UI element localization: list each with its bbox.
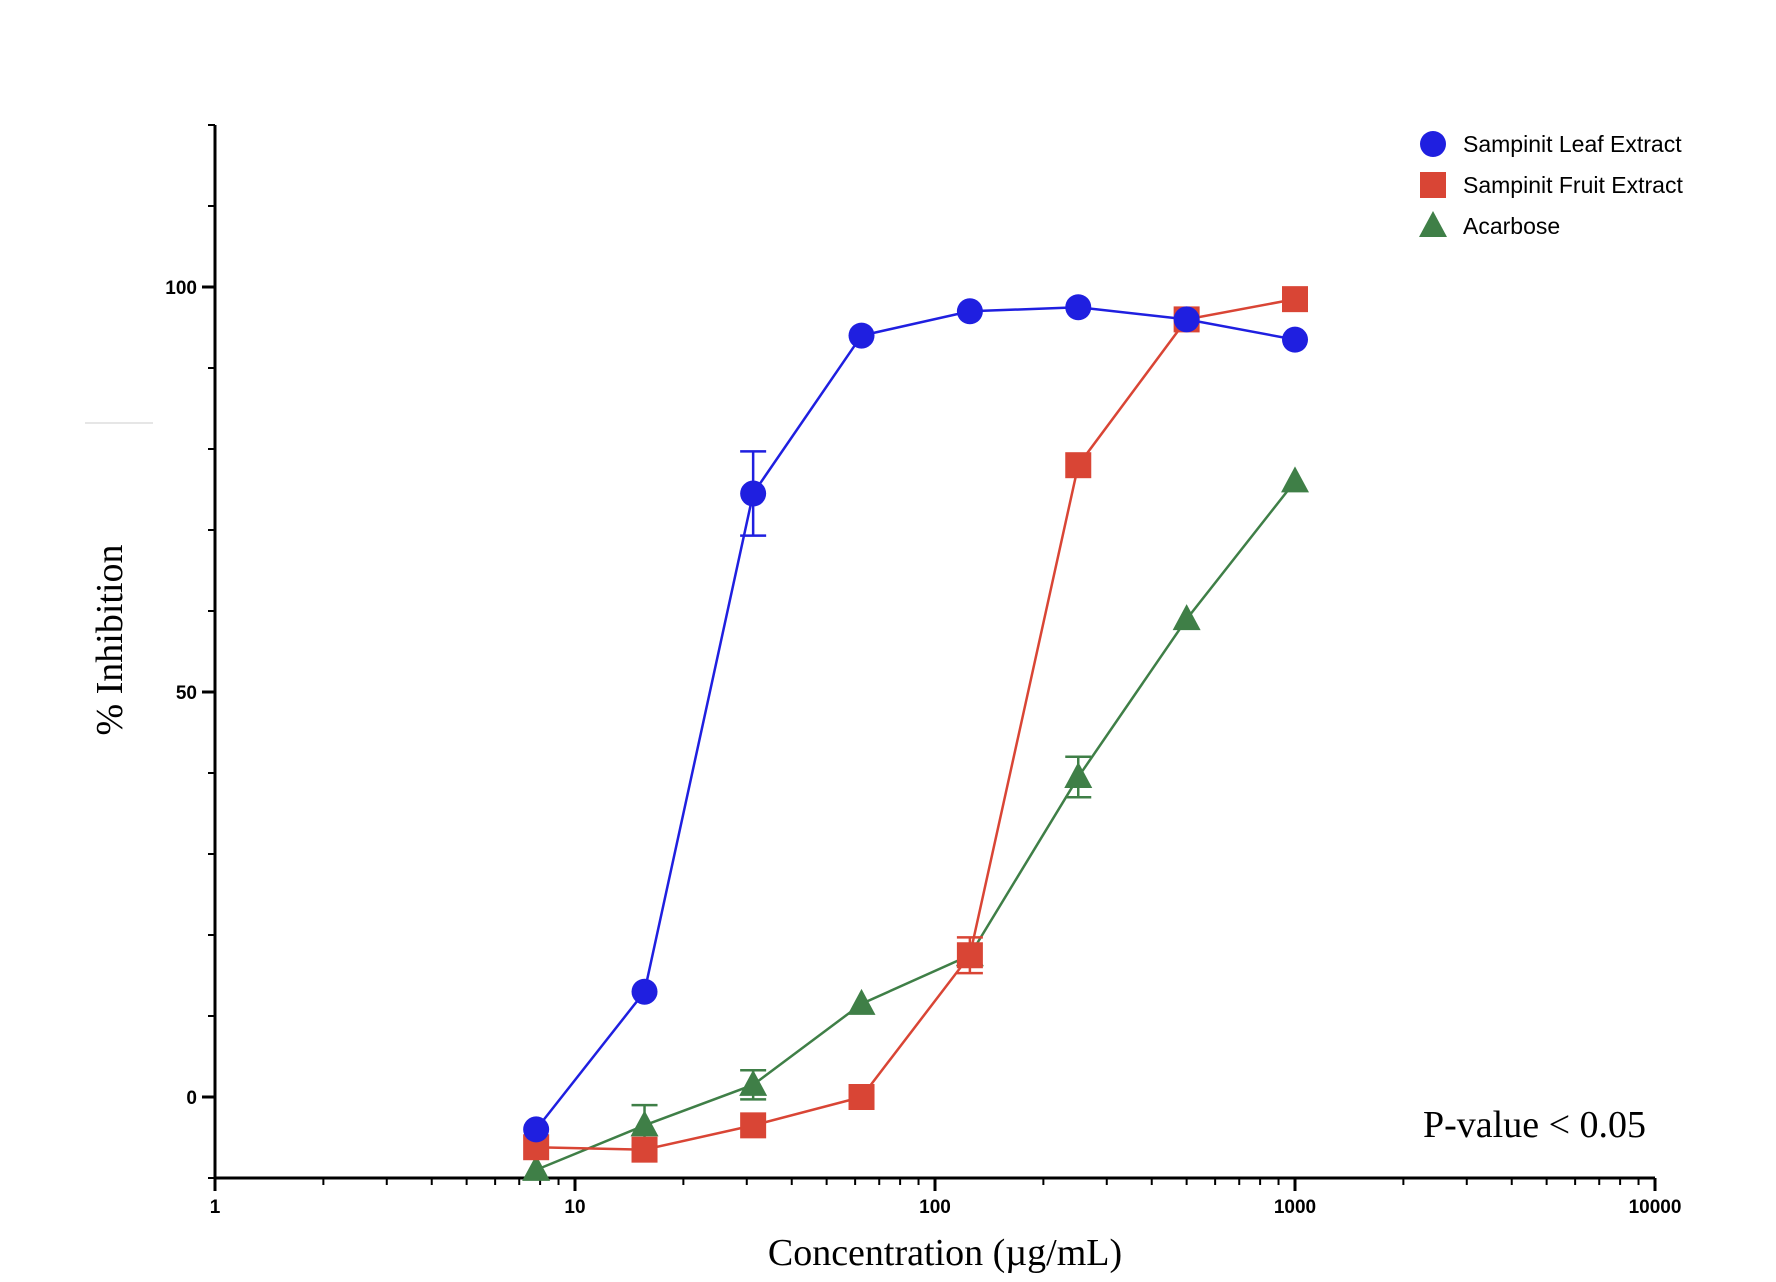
y-axis-title: % Inhibition	[89, 544, 131, 735]
data-point	[631, 1136, 658, 1163]
data-point	[1064, 762, 1093, 789]
data-point	[1065, 452, 1092, 479]
x-tick-label: 100	[919, 1197, 951, 1218]
data-point	[1282, 286, 1308, 313]
data-point	[740, 1112, 767, 1139]
data-point	[523, 1116, 550, 1143]
data-point	[631, 978, 658, 1005]
data-point	[956, 942, 983, 969]
series-line	[535, 480, 1296, 1172]
y-tick-label: 0	[186, 1088, 197, 1109]
data-point	[740, 480, 767, 507]
legend-label: Sampinit Fruit Extract	[1463, 172, 1683, 198]
data-point	[1172, 604, 1201, 631]
data-point	[848, 1084, 875, 1110]
y-tick-label: 100	[165, 278, 197, 299]
x-tick-label: 1000	[1274, 1197, 1316, 1218]
series-line	[535, 305, 1296, 1131]
legend-item: Acarbose	[1419, 211, 1560, 239]
legend-marker	[1419, 211, 1447, 237]
x-tick-label: 10000	[1629, 1197, 1682, 1218]
data-point	[739, 1069, 768, 1096]
series-layer	[522, 286, 1309, 1181]
legend-label: Sampinit Leaf Extract	[1463, 131, 1682, 157]
legend-item: Sampinit Leaf Extract	[1420, 131, 1682, 157]
data-point	[847, 988, 876, 1015]
p-value-annotation: P-value < 0.05	[1423, 1104, 1646, 1146]
data-point	[1282, 326, 1308, 353]
data-point	[1281, 466, 1309, 493]
legend-item: Sampinit Fruit Extract	[1420, 172, 1683, 198]
series-sampinit-leaf-extract	[523, 294, 1308, 1143]
data-point	[522, 1154, 551, 1181]
data-point	[956, 298, 983, 325]
data-point	[1065, 294, 1092, 321]
legend-marker	[1420, 172, 1446, 198]
series-line	[536, 297, 1296, 1151]
y-tick-label: 50	[176, 683, 197, 704]
x-tick-label: 1	[210, 1197, 221, 1218]
data-point	[1173, 306, 1200, 333]
x-tick-label: 10	[564, 1197, 585, 1218]
data-point	[630, 1110, 659, 1137]
legend: Sampinit Leaf Extract Sampinit Fruit Extr…	[1419, 131, 1683, 239]
legend-label: Acarbose	[1463, 213, 1560, 239]
data-point	[848, 322, 875, 349]
axes: 0 50 100 1 10 100 1000 10000	[165, 124, 1682, 1218]
x-axis-title: Concentration (µg/mL)	[768, 1232, 1122, 1274]
legend-marker	[1420, 131, 1446, 157]
